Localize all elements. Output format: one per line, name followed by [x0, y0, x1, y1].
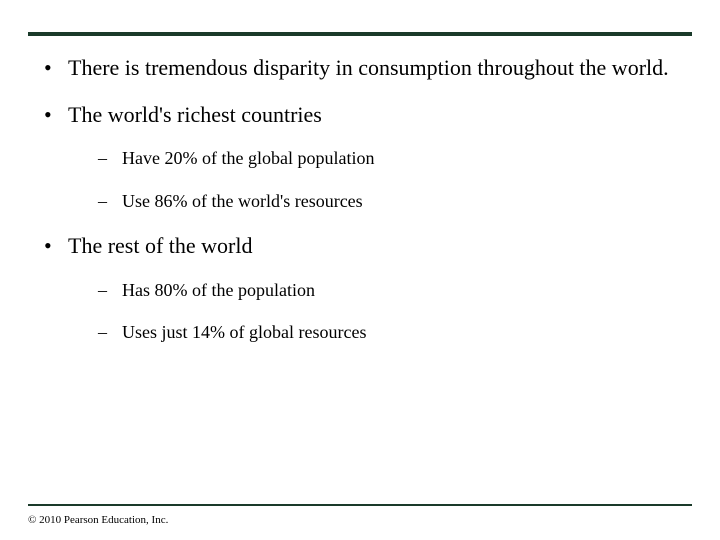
bullet-text: There is tremendous disparity in consump…: [68, 55, 669, 80]
sub-bullet-item: Use 86% of the world's resources: [68, 190, 680, 213]
bullet-list-level1: There is tremendous disparity in consump…: [40, 54, 680, 344]
slide-content: There is tremendous disparity in consump…: [40, 54, 680, 364]
sub-bullet-text: Has 80% of the population: [122, 280, 315, 300]
bullet-text: The rest of the world: [68, 233, 253, 258]
bullet-item: The world's richest countries Have 20% o…: [40, 101, 680, 213]
top-divider: [28, 32, 692, 36]
bullet-item: There is tremendous disparity in consump…: [40, 54, 680, 83]
bullet-text: The world's richest countries: [68, 102, 322, 127]
copyright-text: © 2010 Pearson Education, Inc.: [28, 514, 168, 526]
sub-bullet-item: Uses just 14% of global resources: [68, 321, 680, 344]
bottom-divider: [28, 504, 692, 506]
sub-bullet-text: Have 20% of the global population: [122, 148, 374, 168]
bullet-list-level2: Has 80% of the population Uses just 14% …: [68, 279, 680, 344]
sub-bullet-item: Have 20% of the global population: [68, 147, 680, 170]
sub-bullet-text: Use 86% of the world's resources: [122, 191, 363, 211]
bullet-list-level2: Have 20% of the global population Use 86…: [68, 147, 680, 212]
bullet-item: The rest of the world Has 80% of the pop…: [40, 232, 680, 344]
sub-bullet-item: Has 80% of the population: [68, 279, 680, 302]
sub-bullet-text: Uses just 14% of global resources: [122, 322, 366, 342]
